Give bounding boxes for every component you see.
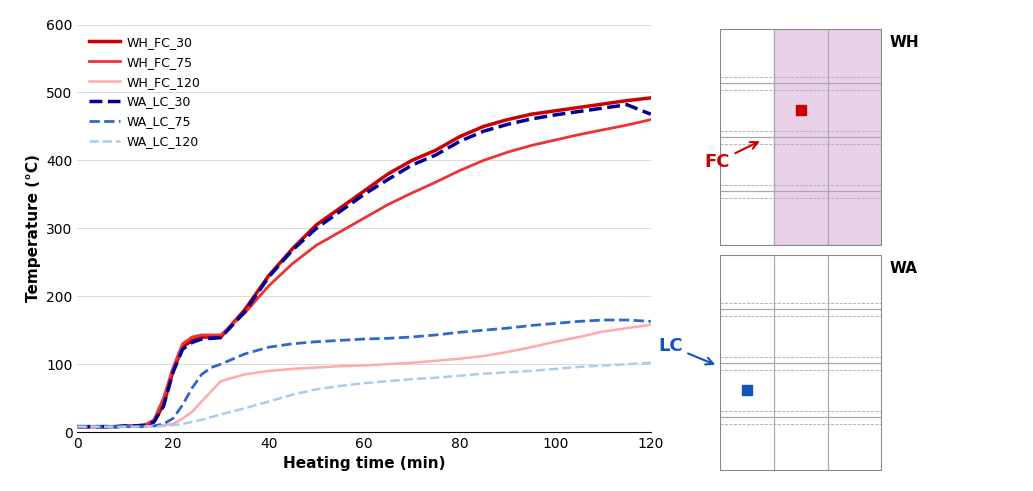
X-axis label: Heating time (min): Heating time (min) — [283, 457, 445, 471]
Bar — [774, 29, 881, 246]
Legend: WH_FC_30, WH_FC_75, WH_FC_120, WA_LC_30, WA_LC_75, WA_LC_120: WH_FC_30, WH_FC_75, WH_FC_120, WA_LC_30,… — [84, 31, 206, 153]
Text: WA: WA — [889, 261, 917, 276]
Y-axis label: Temperature (°C): Temperature (°C) — [26, 154, 40, 302]
Text: LC: LC — [658, 337, 713, 364]
Text: FC: FC — [705, 142, 758, 171]
Text: WH: WH — [889, 35, 919, 50]
